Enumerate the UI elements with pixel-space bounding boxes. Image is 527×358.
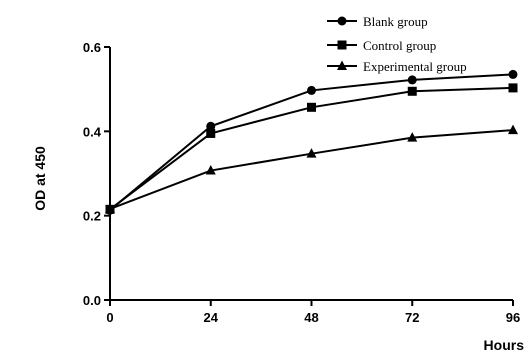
y-tick-label: 0.6 <box>83 40 101 55</box>
series-triangle <box>105 124 518 213</box>
y-tick-label: 0.4 <box>83 124 102 139</box>
data-point <box>206 128 216 138</box>
data-point <box>307 102 316 112</box>
data-point <box>307 85 316 95</box>
data-point <box>407 75 417 85</box>
series-circle <box>105 69 518 215</box>
series-line <box>109 129 514 210</box>
data-point <box>508 69 518 79</box>
data-point <box>206 121 216 131</box>
legend-marker <box>337 60 347 70</box>
axes <box>109 47 513 301</box>
x-tick-label: 72 <box>405 310 419 325</box>
data-point <box>105 203 115 213</box>
data-point <box>306 148 317 158</box>
y-tick-label: 0.2 <box>83 209 101 224</box>
x-tick-label: 0 <box>106 310 113 325</box>
data-point <box>407 132 418 142</box>
y-axis-title: OD at 450 <box>32 146 48 211</box>
legend-label: Control group <box>363 38 436 53</box>
x-tick-label: 96 <box>506 310 520 325</box>
data-point <box>508 83 518 93</box>
legend-label: Experimental group <box>363 59 467 74</box>
x-tick-label: 48 <box>304 310 318 325</box>
x-ticks: 0 24 48 72 96 <box>106 300 520 325</box>
data-point <box>508 124 518 135</box>
legend: Blank group Control group Experimental gro… <box>327 14 467 74</box>
y-tick-label: 0.0 <box>83 293 101 308</box>
data-point <box>407 86 417 96</box>
legend-marker <box>337 40 347 50</box>
x-tick-label: 24 <box>204 310 219 325</box>
data-point <box>205 165 216 175</box>
legend-marker <box>337 16 347 26</box>
x-axis-title: Hours <box>484 337 525 353</box>
series-layer <box>105 69 518 215</box>
legend-label: Blank group <box>363 14 428 29</box>
y-ticks: 0.0 0.2 0.4 0.6 <box>83 40 110 308</box>
